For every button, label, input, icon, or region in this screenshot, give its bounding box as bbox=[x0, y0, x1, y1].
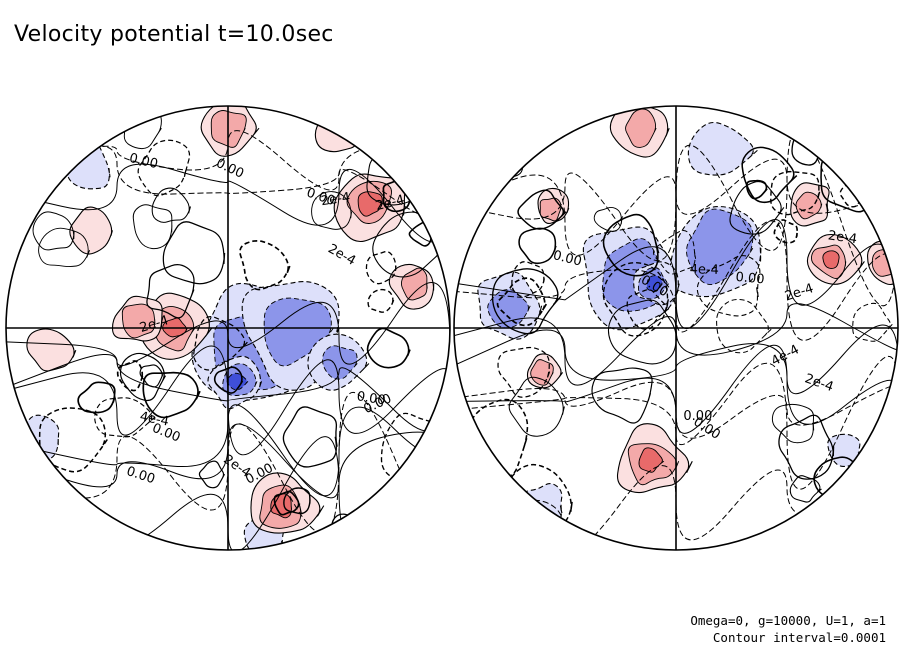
right-contour-18 bbox=[602, 262, 669, 337]
right-pos-region-5-level-1 bbox=[539, 197, 562, 222]
contour-interval-text: Contour interval=0.0001 bbox=[712, 630, 886, 645]
left-contour-21 bbox=[366, 327, 411, 369]
hemisphere-outlines bbox=[5, 105, 899, 551]
right-contour-7 bbox=[741, 146, 798, 204]
right-neg-region-3-level-0 bbox=[687, 121, 758, 176]
right-contour-2 bbox=[491, 268, 562, 335]
left-contour-28 bbox=[119, 352, 167, 402]
left-contour-18 bbox=[142, 371, 201, 419]
right-long-contour-0 bbox=[454, 465, 898, 550]
right-contour-3 bbox=[511, 261, 545, 298]
left-contour-0 bbox=[365, 250, 397, 285]
right-long-contour-6 bbox=[454, 381, 898, 439]
right-pos-region-4-level-1 bbox=[530, 359, 554, 386]
left-contour-24 bbox=[283, 487, 311, 515]
right-contour-label-6: 0.00 bbox=[735, 270, 765, 287]
right-contour-20 bbox=[773, 219, 798, 244]
right-contour-29 bbox=[745, 179, 768, 200]
right-contour-31 bbox=[778, 414, 835, 480]
right-contour-21 bbox=[454, 474, 511, 526]
right-neg-region-1-level-1 bbox=[686, 208, 754, 285]
left-contour-22 bbox=[146, 263, 195, 319]
left-contour-26 bbox=[38, 407, 108, 473]
right-contour-10 bbox=[465, 398, 529, 478]
left-contour-17 bbox=[213, 366, 244, 394]
right-contour-label-3: 4e-4 bbox=[690, 262, 719, 278]
right-pos-region-0-level-1 bbox=[625, 108, 657, 148]
left-contour-1 bbox=[132, 204, 173, 250]
parameters-text: Omega=0, g=10000, U=1, a=1 bbox=[690, 613, 886, 628]
right-contour-13 bbox=[591, 367, 653, 424]
right-contour-22 bbox=[729, 181, 785, 235]
left-pos-region-1-level-2 bbox=[357, 191, 383, 217]
right-contour-16 bbox=[821, 119, 863, 159]
right-contour-32 bbox=[771, 403, 815, 444]
left-pos-region-6-level-0 bbox=[26, 328, 77, 372]
left-long-contour-1 bbox=[6, 423, 450, 499]
left-contour-29 bbox=[116, 360, 144, 392]
right-contour-30 bbox=[518, 227, 557, 265]
right-pos-region-2-level-2 bbox=[822, 250, 840, 270]
right-contour-1 bbox=[852, 302, 893, 342]
left-contour-13 bbox=[77, 381, 116, 414]
right-contour-28 bbox=[602, 213, 660, 277]
right-contour-14 bbox=[696, 255, 761, 317]
left-contour-5 bbox=[162, 221, 226, 285]
right-contour-label-4: 2e-4 bbox=[827, 228, 858, 247]
right-contour-0 bbox=[716, 298, 772, 354]
left-neg-region-3-level-1 bbox=[322, 345, 358, 380]
left-contour-label-0: 2e-4 bbox=[374, 192, 406, 214]
right-long-contour-7 bbox=[454, 324, 898, 395]
left-long-contour-0 bbox=[6, 163, 450, 243]
left-contour-11 bbox=[417, 123, 439, 144]
left-contour-33 bbox=[367, 288, 395, 313]
right-long-contour-2 bbox=[454, 356, 898, 490]
right-contour-24 bbox=[789, 475, 822, 503]
left-contour-32 bbox=[273, 490, 301, 516]
right-contour-label-5: 0.00 bbox=[683, 409, 712, 424]
left-contour-25 bbox=[282, 406, 338, 468]
left-contour-6 bbox=[198, 460, 226, 489]
chart-title: Velocity potential t=10.0sec bbox=[14, 22, 334, 47]
right-contour-15 bbox=[770, 170, 821, 216]
left-neg-region-2-level-2 bbox=[226, 372, 249, 391]
left-pos-region-8-level-0 bbox=[69, 206, 113, 255]
left-contour-label-1: 0.00 bbox=[128, 151, 160, 172]
left-contour-27 bbox=[371, 106, 428, 174]
left-contour-label-9: 4e-4 bbox=[139, 409, 171, 429]
left-contour-2 bbox=[38, 227, 91, 268]
left-pos-region-4-level-2 bbox=[270, 493, 293, 519]
right-contour-4 bbox=[496, 277, 548, 327]
right-contour-25 bbox=[607, 299, 678, 365]
left-long-contour-9 bbox=[6, 392, 450, 535]
right-contour-6 bbox=[593, 206, 623, 232]
left-contour-9 bbox=[239, 240, 291, 291]
left-contour-label-11: 2e-4 bbox=[320, 190, 351, 209]
left-long-contour-2 bbox=[6, 353, 450, 432]
left-long-contour-7 bbox=[6, 404, 450, 497]
left-contour-4 bbox=[32, 211, 75, 251]
left-contour-31 bbox=[151, 187, 192, 223]
info-block: Omega=0, g=10000, U=1, a=1 Contour inter… bbox=[690, 612, 886, 646]
right-long-contour-8 bbox=[454, 344, 898, 434]
right-contour-label-0: 0.00 bbox=[551, 248, 583, 270]
left-neg-region-1-level-1 bbox=[263, 297, 334, 367]
left-contour-label-8: 0.00 bbox=[356, 389, 387, 408]
left-long-contour-8 bbox=[6, 282, 450, 366]
left-contour-20 bbox=[193, 316, 248, 371]
right-contour-27 bbox=[497, 346, 551, 398]
right-contour-8 bbox=[626, 289, 670, 331]
right-long-contour-1 bbox=[454, 129, 898, 307]
right-contour-33 bbox=[517, 189, 567, 230]
left-contour-14 bbox=[311, 191, 353, 230]
